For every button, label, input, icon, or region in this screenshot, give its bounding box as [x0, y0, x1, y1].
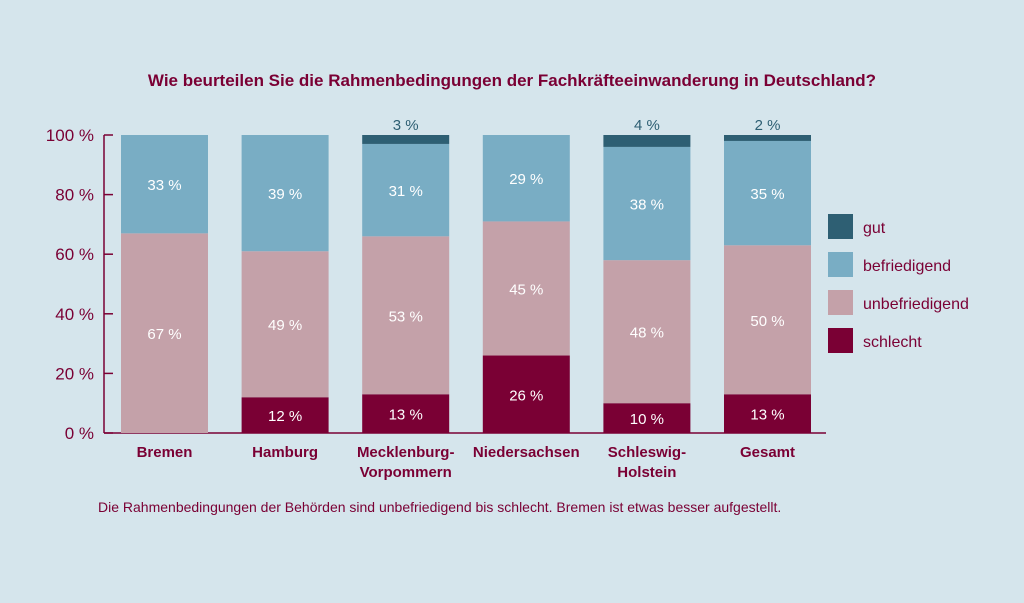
bar-segment-schlecht — [482, 355, 570, 433]
data-label: 13 % — [389, 407, 423, 424]
bar-segment-unbefriedigend — [121, 233, 208, 433]
x-tick-label: Hamburg — [252, 444, 318, 461]
chart-caption: Die Rahmenbedingungen der Behörden sind … — [98, 499, 781, 515]
y-tick-label: 40 % — [55, 305, 94, 324]
data-label: 39 % — [268, 186, 302, 203]
data-label: 35 % — [750, 186, 784, 203]
bar-segment-schlecht — [241, 397, 329, 433]
data-label: 48 % — [630, 325, 664, 342]
x-tick-label: Bremen — [137, 444, 193, 461]
data-label: 3 % — [393, 117, 419, 134]
y-tick-label: 60 % — [55, 245, 94, 264]
bar-segment-befriedigend — [482, 135, 570, 222]
legend-swatch — [828, 290, 853, 315]
y-tick-label: 20 % — [55, 364, 94, 383]
data-label: 31 % — [389, 183, 423, 200]
legend-swatch — [828, 328, 853, 353]
data-label: 12 % — [268, 408, 302, 425]
bar-segment-unbefriedigend — [724, 245, 811, 395]
data-label: 45 % — [509, 281, 543, 298]
legend: gut befriedigend unbefriedigend schlecht — [828, 214, 969, 353]
bar-segment-schlecht — [603, 403, 691, 433]
axes: 0 % 20 % 40 % 60 % 80 % 100 % — [46, 126, 826, 443]
x-tick-label: Schleswig- — [608, 444, 686, 461]
data-label: 10 % — [630, 411, 664, 428]
bar-group: 12 % 49 % 39 % Hamburg — [241, 135, 329, 461]
bar-segment-schlecht — [362, 394, 450, 433]
bar-segment-befriedigend — [724, 140, 811, 246]
data-label: 50 % — [750, 313, 784, 330]
bar-segment-befriedigend — [241, 135, 329, 252]
y-tick-label: 100 % — [46, 126, 94, 145]
legend-item-gut: gut — [828, 214, 886, 239]
bar-segment-unbefriedigend — [603, 260, 691, 404]
bars: 67 % 33 % Bremen 12 % 49 % 39 % Hamburg 13 % 53 … — [121, 117, 811, 481]
bar-group: 13 % 53 % 31 % 3 % Mecklenburg- Vorpommern — [357, 117, 455, 481]
bar-segment-befriedigend — [121, 135, 208, 234]
data-label: 29 % — [509, 171, 543, 188]
x-tick-label: Vorpommern — [360, 464, 452, 481]
y-tick-label: 80 % — [55, 186, 94, 205]
bar-segment-unbefriedigend — [241, 251, 329, 398]
bar-segment-befriedigend — [603, 146, 691, 261]
bar-segment-schlecht — [724, 394, 811, 433]
x-tick-label: Mecklenburg- — [357, 444, 455, 461]
legend-label: gut — [863, 220, 886, 237]
x-tick-label: Niedersachsen — [473, 444, 580, 461]
data-label: 2 % — [755, 117, 781, 134]
data-label: 38 % — [630, 197, 664, 214]
data-label: 26 % — [509, 387, 543, 404]
y-tick-label: 0 % — [65, 424, 94, 443]
legend-swatch — [828, 214, 853, 239]
data-label: 13 % — [750, 407, 784, 424]
legend-label: unbefriedigend — [863, 296, 969, 313]
bar-group: 26 % 45 % 29 % Niedersachsen — [473, 135, 580, 461]
legend-item-unbefriedigend: unbefriedigend — [828, 290, 969, 315]
bar-segment-unbefriedigend — [362, 236, 450, 395]
legend-item-schlecht: schlecht — [828, 328, 922, 353]
x-tick-label: Holstein — [617, 464, 676, 481]
data-label: 49 % — [268, 317, 302, 334]
bar-segment-befriedigend — [362, 143, 450, 237]
data-label: 67 % — [147, 326, 181, 343]
data-label: 33 % — [147, 177, 181, 194]
bar-group: 67 % 33 % Bremen — [121, 135, 208, 461]
bar-group: 13 % 50 % 35 % 2 % Gesamt — [724, 117, 811, 461]
bar-segment-gut — [603, 135, 691, 147]
bar-segment-gut — [724, 135, 811, 141]
legend-swatch — [828, 252, 853, 277]
data-label: 53 % — [389, 308, 423, 325]
legend-label: befriedigend — [863, 258, 951, 275]
legend-label: schlecht — [863, 334, 922, 351]
data-label: 4 % — [634, 117, 660, 134]
bar-group: 10 % 48 % 38 % 4 % Schleswig- Holstein — [603, 117, 691, 481]
legend-item-befriedigend: befriedigend — [828, 252, 951, 277]
bar-segment-unbefriedigend — [482, 221, 570, 356]
chart-title: Wie beurteilen Sie die Rahmenbedingungen… — [148, 71, 876, 90]
bar-segment-gut — [362, 135, 450, 144]
x-tick-label: Gesamt — [740, 444, 795, 461]
